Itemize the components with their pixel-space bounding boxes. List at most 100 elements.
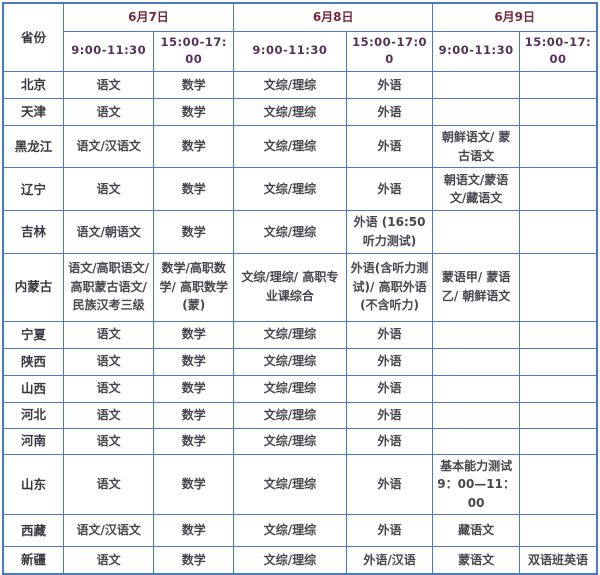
schedule-cell: 文综/理综 — [233, 98, 347, 127]
schedule-cell — [518, 252, 598, 322]
schedule-cell: 数学 — [153, 125, 235, 169]
schedule-cell: 数学 — [153, 401, 235, 429]
province-column-header: 省份 — [2, 2, 64, 73]
schedule-cell — [432, 374, 520, 403]
schedule-cell: 数学 — [153, 210, 235, 254]
time-header-june9-pm: 15:00-17:00 — [518, 30, 598, 73]
table-row-beijing: 北京 语文 数学 文综/理综 外语 — [2, 71, 598, 100]
schedule-cell — [518, 167, 598, 212]
schedule-cell: 外语 — [345, 125, 434, 169]
schedule-cell — [518, 320, 598, 349]
province-cell: 西藏 — [2, 514, 64, 548]
schedule-cell: 双语班英语 — [518, 546, 598, 575]
province-cell: 天津 — [2, 98, 64, 127]
schedule-cell: 外语/汉语 — [345, 546, 434, 575]
schedule-cell: 外语 — [345, 167, 434, 212]
province-cell: 山西 — [2, 374, 64, 403]
schedule-cell: 文综/理综 — [233, 347, 347, 376]
schedule-cell: 语文/朝语文 — [62, 210, 155, 254]
schedule-cell: 语文 — [62, 71, 155, 100]
schedule-cell: 藏语文 — [432, 514, 520, 548]
province-cell: 辽宁 — [2, 167, 64, 212]
table-row-xinjiang: 新疆 语文 数学 文综/理综 外语/汉语 蒙语文 双语班英语 — [2, 546, 598, 575]
province-cell: 陕西 — [2, 347, 64, 376]
schedule-cell: 文综/理综 — [233, 453, 347, 516]
schedule-cell: 蒙语文 — [432, 546, 520, 575]
province-cell: 黑龙江 — [2, 125, 64, 169]
schedule-cell — [518, 514, 598, 548]
header-row-dates: 省份 6月7日 6月8日 6月9日 — [2, 2, 598, 73]
table-row-shandong: 山东 语文 数学 文综/理综 外语 基本能力测试9：00—11：00 — [2, 453, 598, 516]
schedule-cell — [432, 401, 520, 429]
schedule-cell: 文综/理综 — [233, 210, 347, 254]
date-header-june9: 6月9日 — [432, 2, 598, 32]
schedule-cell: 数学 — [153, 427, 235, 455]
schedule-cell — [432, 210, 520, 254]
schedule-cell: 数学 — [153, 374, 235, 403]
schedule-cell: 文综/理综/ 高职专业课综合 — [233, 252, 347, 322]
schedule-cell — [432, 427, 520, 455]
province-cell: 山东 — [2, 453, 64, 516]
schedule-cell: 数学 — [153, 453, 235, 516]
schedule-cell: 基本能力测试9：00—11：00 — [432, 453, 520, 516]
schedule-cell: 语文 — [62, 167, 155, 212]
schedule-cell: 语文 — [62, 98, 155, 127]
province-cell: 河南 — [2, 427, 64, 455]
schedule-cell — [432, 71, 520, 100]
schedule-cell — [518, 427, 598, 455]
schedule-cell: 外语(含听力测试)/ 高职外语(不含听力) — [345, 252, 434, 322]
header-row-times: 9:00-11:30 15:00-17:00 9:00-11:30 15:00-… — [3, 30, 598, 73]
schedule-cell: 语文/高职语文/ 高职蒙古语文/ 民族汉考三级 — [62, 252, 155, 322]
schedule-cell: 数学 — [153, 71, 235, 100]
schedule-cell: 文综/理综 — [233, 125, 347, 169]
schedule-cell: 朝语文/蒙语文/藏语文 — [432, 167, 520, 212]
table-row-jilin: 吉林 语文/朝语文 数学 文综/理综 外语 (16:50 听力测试) — [2, 210, 598, 254]
table-row-henan: 河南 语文 数学 文综/理综 外语 — [2, 427, 598, 455]
schedule-cell: 数学 — [153, 167, 235, 212]
table-row-liaoning: 辽宁 语文 数学 文综/理综 外语 朝语文/蒙语文/藏语文 — [2, 167, 598, 212]
schedule-cell: 数学 — [153, 546, 235, 575]
schedule-cell — [518, 125, 598, 169]
schedule-cell: 文综/理综 — [233, 401, 347, 429]
table-row-shaanxi: 陕西 语文 数学 文综/理综 外语 — [2, 347, 598, 376]
province-cell: 宁夏 — [2, 320, 64, 349]
schedule-cell: 外语 — [345, 347, 434, 376]
time-header-june7-pm: 15:00-17:00 — [153, 30, 235, 73]
schedule-cell — [432, 320, 520, 349]
table-row-neimenggu: 内蒙古 语文/高职语文/ 高职蒙古语文/ 民族汉考三级 数学/高职数学/ 高职数… — [2, 252, 598, 322]
schedule-cell: 外语 (16:50 听力测试) — [345, 210, 434, 254]
schedule-cell: 数学 — [153, 514, 235, 548]
schedule-cell: 语文 — [62, 546, 155, 575]
table-row-xizang: 西藏 语文/汉语文 数学 文综/理综 外语 藏语文 — [2, 514, 598, 548]
schedule-cell: 朝鲜语文/ 蒙古语文 — [432, 125, 520, 169]
time-header-june8-pm: 15:00-17:00 — [345, 30, 434, 73]
schedule-cell: 外语 — [345, 427, 434, 455]
schedule-cell: 语文 — [62, 374, 155, 403]
schedule-cell: 语文/汉语文 — [62, 125, 155, 169]
schedule-cell: 外语 — [345, 71, 434, 100]
date-header-june7: 6月7日 — [62, 2, 235, 32]
schedule-cell: 语文/汉语文 — [62, 514, 155, 548]
schedule-cell: 数学 — [153, 347, 235, 376]
schedule-cell: 文综/理综 — [233, 427, 347, 455]
schedule-cell: 数学/高职数学/ 高职数学(蒙) — [153, 252, 235, 322]
schedule-cell — [518, 71, 598, 100]
schedule-cell — [432, 98, 520, 127]
schedule-cell: 外语 — [345, 374, 434, 403]
time-header-june9-am: 9:00-11:30 — [432, 30, 520, 73]
schedule-cell — [518, 98, 598, 127]
time-header-june8-am: 9:00-11:30 — [233, 30, 347, 73]
schedule-cell: 外语 — [345, 320, 434, 349]
province-cell: 河北 — [2, 401, 64, 429]
schedule-cell: 语文 — [62, 427, 155, 455]
schedule-cell: 文综/理综 — [233, 71, 347, 100]
province-cell: 新疆 — [2, 546, 64, 575]
schedule-cell — [518, 401, 598, 429]
table-row-hebei: 河北 语文 数学 文综/理综 外语 — [2, 401, 598, 429]
schedule-cell — [518, 210, 598, 254]
schedule-cell: 文综/理综 — [233, 167, 347, 212]
schedule-cell: 外语 — [345, 514, 434, 548]
province-cell: 吉林 — [2, 210, 64, 254]
